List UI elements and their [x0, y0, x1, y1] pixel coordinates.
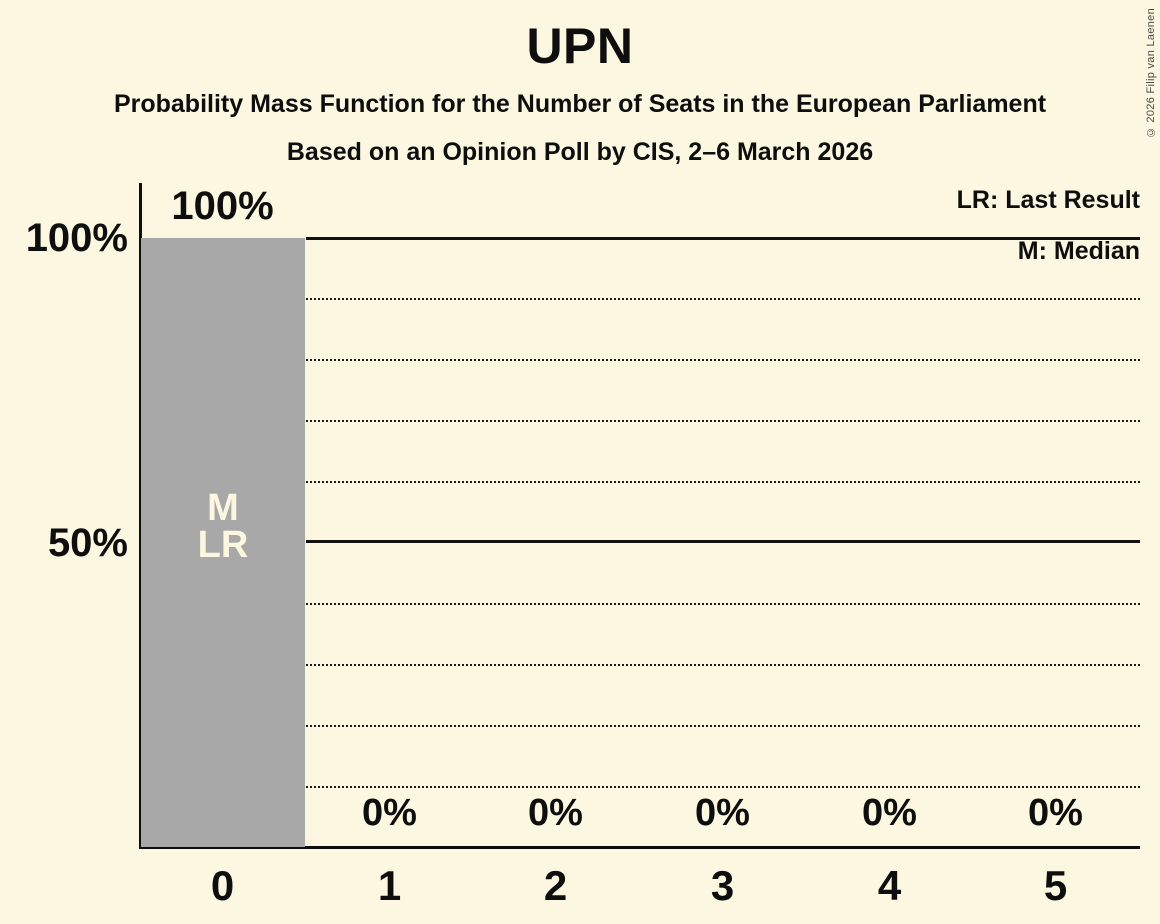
x-axis-tick-1: 1: [377, 862, 402, 909]
bar-value-label-0: 100%: [171, 184, 274, 228]
x-axis-tick-5: 5: [1043, 862, 1068, 909]
bar-marker-labels: M LR: [141, 487, 305, 566]
x-axis-tick-3: 3: [710, 862, 735, 909]
x-axis-tick-2: 2: [543, 862, 568, 909]
copyright-notice: © 2026 Filip van Laenen: [1145, 8, 1157, 139]
gridline-20pct: [306, 725, 1140, 727]
gridline-60pct: [306, 481, 1140, 483]
x-axis-tick-0: 0: [210, 862, 235, 909]
gridline-50pct: [306, 540, 1140, 543]
gridline-70pct: [306, 420, 1140, 422]
median-marker-label: M: [207, 487, 239, 529]
chart-title: UPN: [526, 18, 634, 74]
y-axis-tick-50: 50%: [47, 521, 128, 565]
gridline-30pct: [306, 664, 1140, 666]
bar-value-label-5: 0%: [1028, 792, 1083, 834]
y-axis-tick-100: 100%: [25, 216, 128, 260]
gridline-100pct: [306, 237, 1140, 240]
gridline-80pct: [306, 359, 1140, 361]
gridline-90pct: [306, 298, 1140, 300]
bar-value-label-3: 0%: [695, 792, 750, 834]
bar-value-label-2: 0%: [528, 792, 583, 834]
bar-value-label-1: 0%: [362, 792, 417, 834]
bar-value-label-4: 0%: [862, 792, 917, 834]
last-result-marker-label: LR: [197, 524, 249, 566]
bar-seats-0: [141, 238, 305, 847]
legend-last-result: LR: Last Result: [956, 186, 1140, 214]
x-axis-tick-4: 4: [877, 862, 902, 909]
x-axis-line: [139, 846, 1140, 849]
y-axis-line: [139, 183, 142, 849]
chart-poll-subtitle: Based on an Opinion Poll by CIS, 2–6 Mar…: [286, 138, 874, 166]
gridline-40pct: [306, 603, 1140, 605]
chart-subtitle: Probability Mass Function for the Number…: [113, 90, 1047, 118]
legend-median: M: Median: [1017, 237, 1140, 265]
gridline-10pct: [306, 786, 1140, 788]
